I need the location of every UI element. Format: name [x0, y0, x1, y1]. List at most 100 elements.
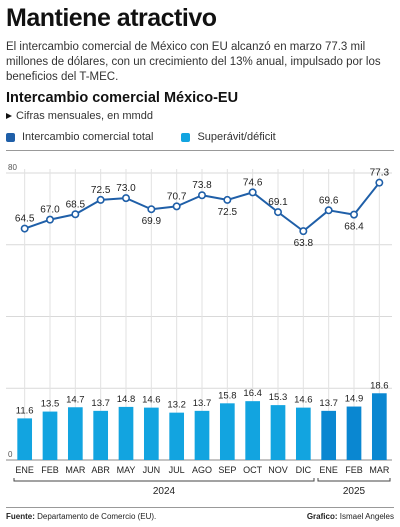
graphic-credit: Grafico: Ismael Angeles: [307, 512, 394, 521]
line-value-label: 70.7: [167, 191, 187, 202]
bar-value-label: 14.8: [117, 394, 136, 405]
chart-legend: Intercambio comercial total Superávit/dé…: [6, 131, 276, 143]
bar-superavit-7: [194, 410, 210, 460]
line-point-3: [96, 195, 105, 204]
bar-superavit-8: [219, 403, 235, 460]
line-point-1: [45, 215, 54, 224]
bar-superavit-1: [42, 411, 58, 460]
footer: Fuente: Departamento de Comercio (EU). G…: [6, 512, 394, 521]
credit-label: Grafico:: [306, 512, 338, 521]
bar-value-label: 15.3: [269, 392, 288, 403]
year-label-2024: 2024: [153, 486, 176, 497]
bar-value-label: 18.6: [370, 380, 389, 391]
line-point-4: [122, 194, 131, 203]
top-divider: [6, 150, 394, 151]
bar-superavit-5: [143, 407, 159, 460]
line-value-label: 68.5: [66, 199, 86, 210]
source-label: Fuente:: [6, 512, 35, 521]
line-point-13: [349, 210, 358, 219]
x-tick-label: JUL: [169, 465, 185, 475]
line-value-label: 69.1: [268, 197, 288, 208]
footer-divider: [6, 507, 394, 508]
line-value-label: 68.4: [344, 222, 364, 233]
y-tick-label: 0: [8, 450, 13, 459]
legend-item-balance: Superávit/déficit: [181, 131, 276, 143]
line-point-5: [147, 205, 156, 214]
line-point-14: [375, 178, 384, 187]
bar-superavit-6: [169, 412, 185, 460]
x-tick-label: AGO: [192, 465, 212, 475]
line-value-label: 73.0: [116, 183, 136, 194]
line-value-label: 63.8: [294, 238, 314, 249]
legend-swatch-line: [6, 132, 15, 142]
line-point-9: [248, 188, 257, 197]
line-value-label: 72.5: [91, 185, 111, 196]
intro-text: El intercambio comercial de México con E…: [6, 41, 381, 83]
x-tick-label: ENE: [15, 465, 34, 475]
y-tick-label: 80: [8, 163, 17, 172]
line-point-8: [223, 195, 232, 204]
x-tick-label: MAY: [117, 465, 136, 475]
legend-swatch-bar: [181, 132, 191, 142]
line-point-7: [198, 191, 207, 200]
line-value-label: 69.6: [319, 195, 339, 206]
line-value-label: 72.5: [218, 207, 238, 218]
x-tick-label: ABR: [91, 465, 110, 475]
year-label-2025: 2025: [343, 486, 366, 497]
bar-superavit-0: [17, 418, 33, 460]
line-value-label: 77.3: [370, 168, 390, 179]
x-tick-label: FEB: [345, 465, 363, 475]
bar-value-label: 13.5: [41, 399, 60, 410]
bar-value-label: 13.7: [91, 398, 110, 409]
line-point-0: [20, 224, 29, 233]
x-tick-label: ENE: [319, 465, 338, 475]
source-text: Departamento de Comercio (EU).: [37, 512, 157, 521]
x-tick-label: MAR: [369, 465, 390, 475]
x-tick-label: NOV: [268, 465, 288, 475]
x-tick-label: MAR: [65, 465, 86, 475]
line-value-label: 69.9: [142, 216, 162, 227]
credit-text: Ismael Angeles: [339, 512, 394, 521]
bar-value-label: 14.7: [66, 394, 85, 405]
bar-value-label: 13.7: [193, 398, 212, 409]
line-point-12: [324, 206, 333, 215]
chart-title: Intercambio comercial México-EU: [6, 90, 239, 106]
bar-value-label: 16.4: [243, 388, 262, 399]
source-credit: Fuente: Departamento de Comercio (EU).: [6, 512, 156, 521]
headline: Mantiene atractivo: [6, 4, 217, 32]
bar-superavit-11: [295, 407, 311, 460]
bar-value-label: 13.7: [319, 398, 338, 409]
chart-subtitle: Cifras mensuales, en mmdd: [6, 110, 153, 122]
bar-value-label: 14.6: [294, 395, 313, 406]
x-tick-label: SEP: [218, 465, 236, 475]
legend-item-total: Intercambio comercial total: [6, 131, 153, 143]
bar-superavit-12: [321, 410, 337, 460]
legend-label-balance: Superávit/déficit: [197, 131, 276, 143]
year-bracket: [317, 478, 391, 482]
bar-superavit-2: [67, 407, 83, 460]
line-point-11: [299, 227, 308, 236]
x-tick-label: FEB: [41, 465, 59, 475]
bar-value-label: 14.6: [142, 395, 161, 406]
bar-superavit-10: [270, 405, 286, 460]
line-point-6: [172, 202, 181, 211]
line-value-label: 73.8: [192, 180, 212, 191]
chart-plot: 0 80 11.6 13.5 14.7 13.7 14.8 14.6 13.2 13.7 15.8 1…: [6, 163, 392, 497]
bullet-icon: [6, 113, 12, 119]
x-tick-label: JUN: [143, 465, 161, 475]
line-value-label: 64.5: [15, 214, 35, 225]
bar-superavit-9: [245, 401, 261, 460]
bar-value-label: 15.8: [218, 390, 237, 401]
line-point-10: [273, 208, 282, 217]
line-value-label: 67.0: [40, 205, 60, 216]
line-value-label: 74.6: [243, 177, 263, 188]
year-bracket: [13, 478, 315, 482]
bar-superavit-4: [118, 406, 134, 460]
bar-superavit-3: [93, 410, 109, 460]
bar-value-label: 13.2: [167, 400, 186, 411]
x-tick-label: DIC: [296, 465, 312, 475]
bar-superavit-13: [346, 406, 362, 460]
bar-superavit-14: [371, 393, 387, 460]
line-point-2: [71, 210, 80, 219]
chart-subtitle-text: Cifras mensuales, en mmdd: [16, 110, 153, 122]
